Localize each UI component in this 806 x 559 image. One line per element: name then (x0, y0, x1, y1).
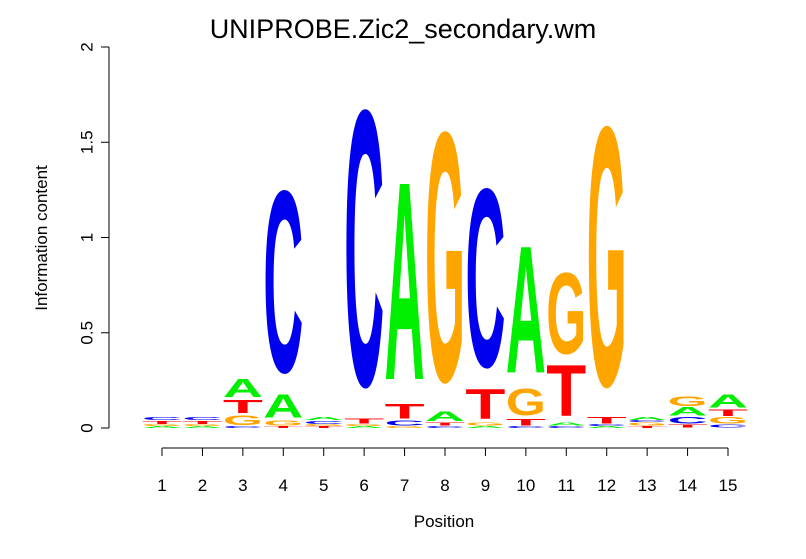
logo-letter-t: T (587, 415, 628, 426)
x-tick-label: 1 (157, 476, 166, 495)
x-axis: 1 2 3 4 5 6 7 8 9 10 11 12 13 14 15 (157, 447, 738, 495)
logo-letter-a: A (587, 426, 627, 429)
logo-letter-a: A (546, 421, 586, 426)
logo-letter-c: C (546, 426, 586, 429)
logo-letter-a: A (385, 124, 425, 440)
x-tick-label: 11 (557, 476, 575, 495)
logo-letter-c: C (304, 420, 344, 425)
logo-letter-g: G (182, 424, 222, 427)
x-tick-label: 14 (678, 476, 697, 495)
logo-letter-c: C (506, 426, 546, 429)
logo-letter-a: A (465, 426, 505, 429)
logo-letter-c: C (182, 416, 222, 421)
logo-letter-g: G (546, 249, 586, 378)
y-tick-label: 1 (78, 233, 97, 242)
logo-letter-t: T (182, 420, 222, 425)
logo-letter-t: T (425, 421, 465, 426)
y-axis: 0 0.5 1 1.5 2 (78, 42, 110, 433)
logo-letter-g: G (142, 424, 182, 427)
logo-letter-g: G (425, 58, 465, 457)
logo-letter-c: C (425, 426, 465, 429)
logo-letter-g: G (263, 419, 303, 427)
logo-letter-t: T (304, 426, 344, 429)
y-tick-label: 0 (78, 423, 97, 432)
logo-letter-g: G (344, 424, 384, 427)
logo-letter-c: C (263, 136, 303, 426)
logo-letter-t: T (142, 420, 182, 425)
logo-letter-t: T (627, 426, 667, 429)
logo-letter-a: A (182, 426, 222, 429)
logo-letter-c: C (223, 426, 263, 429)
logo-letter-g: G (304, 424, 344, 427)
x-axis-label: Position (414, 512, 474, 531)
x-tick-label: 8 (440, 476, 449, 495)
logo-letter-a: A (627, 416, 667, 421)
x-tick-label: 5 (319, 476, 328, 495)
x-tick-label: 7 (400, 476, 409, 495)
x-tick-label: 10 (516, 476, 535, 495)
y-axis-label: Information content (32, 165, 51, 311)
logo-letter-a: A (668, 405, 708, 418)
logo-letter-t: T (385, 400, 425, 424)
logo-letter-g: G (465, 421, 505, 426)
x-tick-label: 6 (359, 476, 368, 495)
y-tick-label: 1.5 (78, 130, 97, 154)
logo-letter-g: G (223, 412, 263, 428)
logo-letter-a: A (708, 390, 748, 411)
x-tick-label: 13 (638, 476, 657, 495)
logo-letter-c: C (385, 419, 425, 427)
logo-letter-a: A (344, 426, 384, 429)
x-tick-label: 2 (198, 476, 207, 495)
x-tick-label: 4 (279, 476, 288, 495)
logo-letter-c: C (344, 28, 384, 469)
logo-letter-t: T (546, 350, 586, 432)
x-tick-label: 9 (481, 476, 490, 495)
logo-letter-t: T (263, 426, 303, 429)
logo-letter-g: G (587, 50, 627, 465)
logo-letter-g: G (506, 381, 546, 424)
chart-title: UNIPROBE.Zic2_secondary.wm (210, 14, 597, 44)
logo-letter-t: T (344, 417, 384, 425)
logo-letter-a: A (142, 426, 182, 429)
logo-letter-t: T (506, 417, 547, 428)
logo-letter-t: T (708, 407, 749, 418)
x-tick-label: 12 (597, 476, 616, 495)
logo-letter-t: T (668, 423, 708, 428)
logo-letter-c: C (587, 424, 627, 427)
logo-letter-g: G (385, 426, 425, 429)
logo-letter-a: A (223, 374, 263, 403)
logo-letter-c: C (142, 416, 182, 421)
x-tick-label: 15 (719, 476, 738, 495)
logo-letter-t: T (223, 396, 263, 417)
x-tick-label: 3 (238, 476, 247, 495)
logo-letter-a: A (304, 416, 344, 421)
y-tick-label: 2 (78, 42, 97, 51)
logo-letter-g: G (708, 415, 748, 425)
logo-letter-t: T (465, 380, 505, 428)
logo-letter-c: C (668, 415, 708, 425)
logo-letter-a: A (263, 388, 303, 425)
logo-letter-c: C (465, 137, 505, 422)
logo-letter-c: C (627, 420, 667, 423)
logo-letter-g: G (627, 421, 667, 426)
logo-letter-g: G (668, 393, 708, 409)
logo-letter-a: A (506, 209, 546, 412)
logo-letter-c: C (708, 423, 748, 428)
logo-letter-a: A (425, 408, 465, 424)
y-tick-label: 0.5 (78, 321, 97, 345)
